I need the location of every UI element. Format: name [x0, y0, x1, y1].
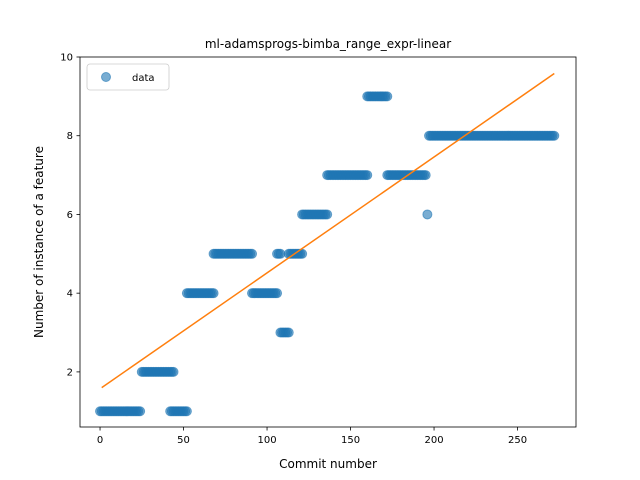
y-tick-label: 10 — [60, 53, 73, 64]
data-point — [272, 288, 283, 299]
y-axis-label: Number of instance of a feature — [32, 146, 46, 338]
y-tick-label: 8 — [67, 131, 73, 142]
y-tick-label: 4 — [67, 289, 73, 300]
data-point — [420, 170, 431, 181]
data-point — [362, 170, 373, 181]
legend-marker — [101, 72, 111, 82]
data-point — [168, 366, 179, 377]
data-point — [181, 406, 192, 417]
data-point — [549, 130, 560, 141]
chart-title: ml-adamsprogs-bimba_range_expr-linear — [205, 37, 451, 51]
data-point — [382, 91, 393, 102]
y-tick-label: 6 — [67, 210, 73, 221]
data-point — [275, 248, 286, 259]
legend-label: data — [132, 73, 155, 84]
x-tick-label: 150 — [341, 435, 360, 446]
y-tick-label: 2 — [67, 367, 73, 378]
data-point — [283, 327, 294, 338]
x-tick-label: 200 — [425, 435, 444, 446]
x-tick-label: 0 — [97, 435, 103, 446]
fit-line — [101, 72, 555, 389]
data-point — [135, 406, 146, 417]
x-axis-label: Commit number — [279, 457, 377, 471]
data-point — [247, 248, 258, 259]
data-point — [422, 209, 433, 220]
x-tick-label: 50 — [177, 435, 190, 446]
plot-area: 0 50 100 150 200 250 2 4 6 8 10 data — [60, 53, 577, 446]
x-tick-label: 100 — [257, 435, 276, 446]
x-tick-label: 250 — [508, 435, 527, 446]
axes-frame — [79, 56, 577, 428]
legend-box — [86, 63, 170, 91]
data-point — [322, 209, 333, 220]
data-point — [208, 288, 219, 299]
